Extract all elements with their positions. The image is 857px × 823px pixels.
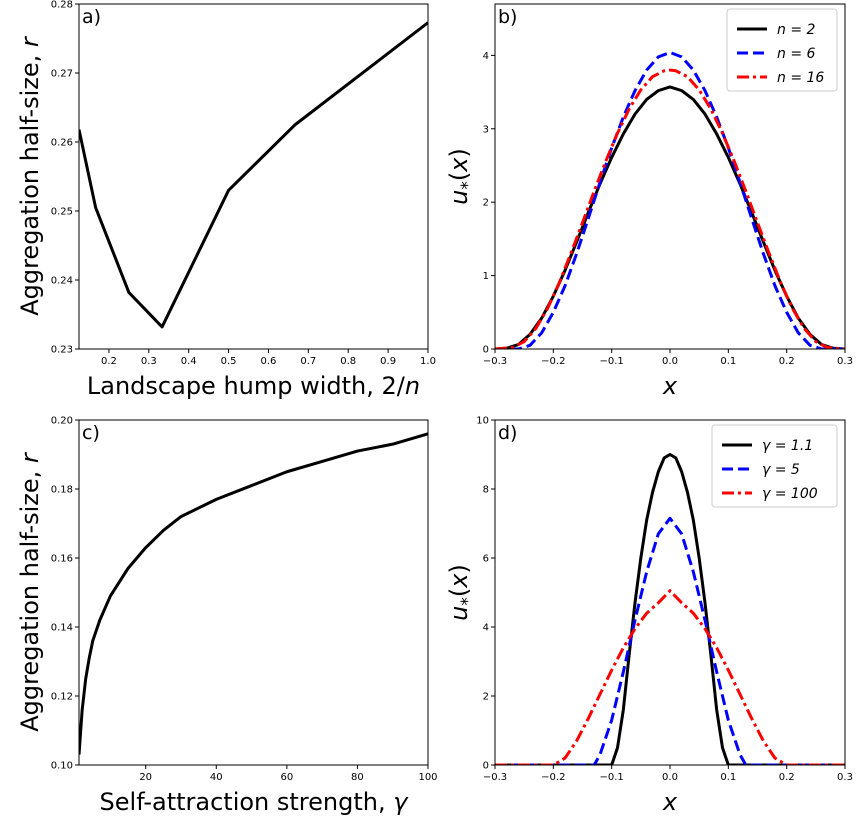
y-tick-label: 0.28 — [51, 0, 73, 11]
y-tick-label: 2 — [483, 198, 489, 209]
x-tick-label: −0.2 — [541, 356, 565, 367]
y-tick-label: 4 — [483, 51, 489, 62]
legend-entry: n = 2 — [777, 22, 816, 38]
legend-entry: γ = 1.1 — [762, 438, 813, 454]
x-tick-label: 20 — [139, 772, 152, 783]
y-tick-label: 0 — [483, 345, 489, 356]
panel-d: −0.3 −0.2 −0.1 0.0 0.1 0.2 0.3 0 2 4 6 8 10 x u*(x) d) γ… — [445, 416, 853, 817]
y-axis-label: u*(x) — [445, 148, 478, 205]
x-tick-label: 0.9 — [380, 356, 396, 367]
y-tick-label: 3 — [483, 124, 489, 135]
x-axis-label: x — [662, 788, 678, 816]
x-tick-label: 0.0 — [662, 772, 678, 783]
x-tick-label: 0.2 — [101, 356, 117, 367]
x-tick-label: −0.1 — [600, 356, 624, 367]
panel-a: 0.2 0.3 0.4 0.5 0.6 0.7 0.8 0.9 1.0 0.23 0.24 0.25 0… — [16, 0, 436, 400]
x-axis-label: Self-attraction strength, γ — [100, 788, 410, 816]
x-tick-label: −0.3 — [483, 356, 507, 367]
y-tick-label: 0.10 — [51, 761, 73, 772]
y-tick-label: 0.25 — [51, 207, 73, 218]
y-tick-label: 1 — [483, 271, 489, 282]
y-axis-label: u*(x) — [445, 564, 478, 621]
x-tick-label: 0.7 — [300, 356, 316, 367]
y-tick-label: 0.23 — [51, 345, 73, 356]
x-tick-label: 40 — [210, 772, 223, 783]
x-tick-label: 0.1 — [720, 356, 736, 367]
x-tick-label: 0.4 — [181, 356, 197, 367]
x-tick-label: 0.2 — [779, 356, 795, 367]
legend-entry: γ = 100 — [762, 486, 818, 502]
x-tick-label: −0.1 — [600, 772, 624, 783]
series-line-3 — [495, 68, 845, 349]
panel-b: −0.3 −0.2 −0.1 0.0 0.1 0.2 0.3 0 1 2 3 4 x u*(x) b) n =… — [445, 3, 853, 400]
panel-label: b) — [498, 6, 517, 28]
axes-frame — [78, 3, 429, 350]
x-tick-label: 80 — [351, 772, 364, 783]
series-line-3 — [495, 589, 845, 765]
panel-label: d) — [498, 422, 517, 444]
x-tick-label: 1.0 — [420, 356, 436, 367]
panel-label: c) — [82, 422, 100, 444]
series-line-2 — [495, 516, 845, 765]
legend-entry: n = 16 — [777, 70, 824, 86]
series-line-1 — [495, 453, 845, 765]
y-tick-label: 0.24 — [51, 276, 73, 287]
legend-entry: γ = 5 — [762, 462, 800, 478]
series-line-1 — [79, 432, 428, 755]
y-axis-label: Aggregation half-size, r — [16, 451, 44, 732]
legend: n = 2 n = 6 n = 16 — [726, 8, 838, 92]
x-tick-label: 0.3 — [141, 356, 157, 367]
y-tick-label: 0.27 — [51, 69, 73, 80]
y-tick-label: 10 — [476, 416, 489, 427]
x-tick-label: 0.1 — [720, 772, 736, 783]
x-tick-label: −0.2 — [541, 772, 565, 783]
x-tick-label: 0.8 — [340, 356, 356, 367]
y-tick-label: 0.16 — [51, 554, 73, 565]
y-tick-label: 4 — [483, 623, 489, 634]
x-tick-label: −0.3 — [483, 772, 507, 783]
axes-frame — [78, 419, 429, 766]
y-tick-label: 6 — [483, 554, 489, 565]
panel-c: 20 40 60 80 100 0.10 0.12 0.14 0.16 0.18 0.20 Self-… — [16, 416, 438, 817]
legend-entry: n = 6 — [777, 46, 816, 62]
x-tick-label: 0.0 — [662, 356, 678, 367]
x-tick-label: 0.3 — [837, 356, 853, 367]
x-tick-label: 0.3 — [837, 772, 853, 783]
y-tick-label: 0 — [483, 761, 489, 772]
y-tick-label: 0.26 — [51, 138, 73, 149]
y-tick-label: 2 — [483, 692, 489, 703]
series-line-1 — [79, 21, 428, 329]
x-axis-label: x — [662, 372, 678, 400]
panel-label: a) — [82, 6, 101, 28]
y-tick-label: 8 — [483, 485, 489, 496]
x-tick-label: 100 — [418, 772, 437, 783]
x-tick-label: 0.6 — [261, 356, 277, 367]
y-tick-label: 0.14 — [51, 623, 73, 634]
x-axis-label: Landscape hump width, 2/n — [87, 372, 420, 400]
y-tick-label: 0.20 — [51, 416, 73, 427]
y-tick-label: 0.12 — [51, 692, 73, 703]
x-tick-label: 0.5 — [221, 356, 237, 367]
y-axis-label: Aggregation half-size, r — [16, 35, 44, 316]
x-tick-label: 0.2 — [779, 772, 795, 783]
legend: γ = 1.1 γ = 5 γ = 100 — [711, 424, 838, 508]
x-tick-label: 60 — [280, 772, 293, 783]
y-tick-label: 0.18 — [51, 485, 73, 496]
